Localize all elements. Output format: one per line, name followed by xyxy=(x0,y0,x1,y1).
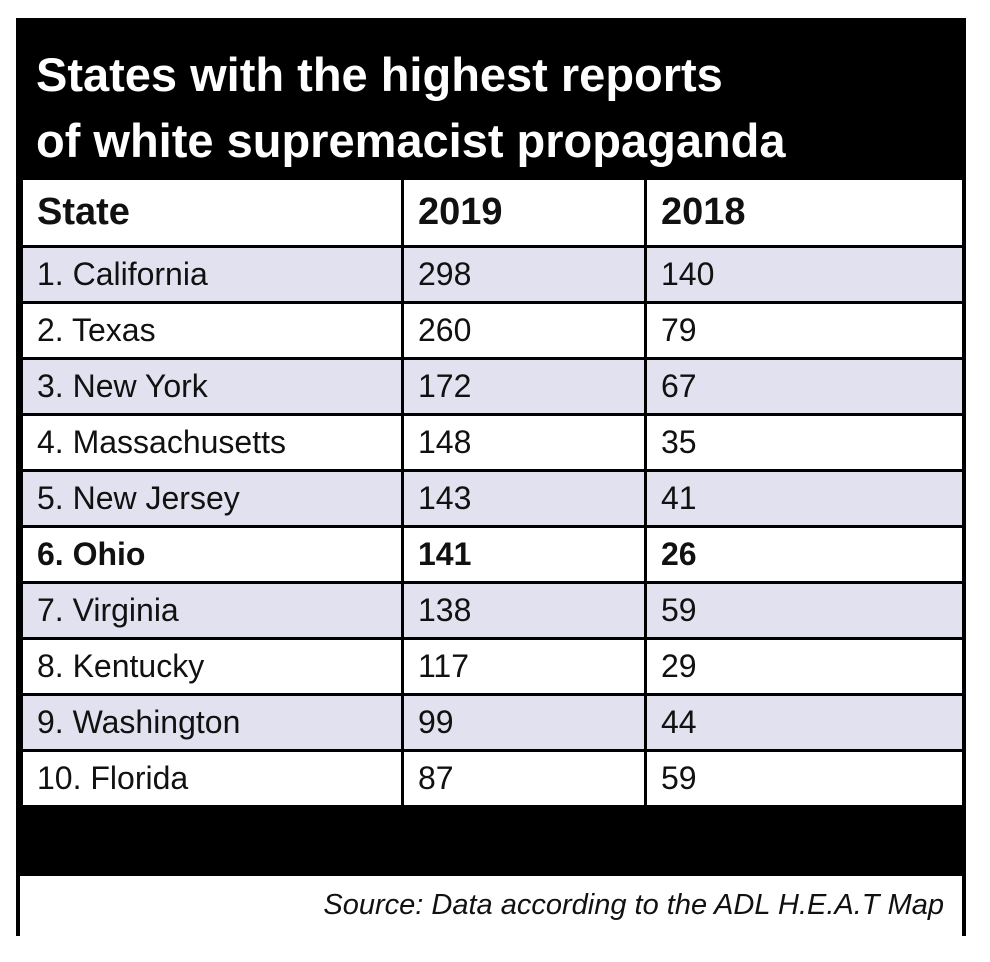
cell-2018: 35 xyxy=(644,413,965,472)
cell-state: 7. Virginia xyxy=(20,581,404,640)
table-row: 10. Florida 87 59 xyxy=(20,749,965,808)
cell-2018: 79 xyxy=(644,301,965,360)
cell-2018: 67 xyxy=(644,357,965,416)
cell-2018: 140 xyxy=(644,245,965,304)
table-row: 4. Massachusetts 148 35 xyxy=(20,413,965,472)
cell-2019: 148 xyxy=(401,413,647,472)
cell-2019: 172 xyxy=(401,357,647,416)
cell-2018: 41 xyxy=(644,469,965,528)
cell-state: 8. Kentucky xyxy=(20,637,404,696)
chart-title: States with the highest reports of white… xyxy=(20,22,962,177)
cell-2018: 29 xyxy=(644,637,965,696)
column-header-state: State xyxy=(20,177,404,248)
cell-2019: 298 xyxy=(401,245,647,304)
table-row: 5. New Jersey 143 41 xyxy=(20,469,965,528)
table-frame: States with the highest reports of white… xyxy=(16,18,966,936)
cell-state: 2. Texas xyxy=(20,301,404,360)
cell-2018: 26 xyxy=(644,525,965,584)
cell-state: 5. New Jersey xyxy=(20,469,404,528)
title-line-1: States with the highest reports xyxy=(36,48,723,101)
cell-2019: 143 xyxy=(401,469,647,528)
cell-2019: 87 xyxy=(401,749,647,808)
cell-2018: 44 xyxy=(644,693,965,752)
cell-2019: 117 xyxy=(401,637,647,696)
header-row: State 2019 2018 xyxy=(20,177,965,248)
cell-2019: 141 xyxy=(401,525,647,584)
cell-state: 1. California xyxy=(20,245,404,304)
cell-2019: 99 xyxy=(401,693,647,752)
column-header-2019: 2019 xyxy=(401,177,647,248)
table-row: 3. New York 172 67 xyxy=(20,357,965,416)
cell-state: 6. Ohio xyxy=(20,525,404,584)
column-header-2018: 2018 xyxy=(644,177,965,248)
table-row: 6. Ohio 141 26 xyxy=(20,525,965,584)
table-row: 2. Texas 260 79 xyxy=(20,301,965,360)
cell-state: 4. Massachusetts xyxy=(20,413,404,472)
table-body: 1. California 298 140 2. Texas 260 79 3. New Y… xyxy=(20,245,965,808)
cell-2018: 59 xyxy=(644,581,965,640)
cell-state: 9. Washington xyxy=(20,693,404,752)
title-line-2: of white supremacist propaganda xyxy=(36,114,786,167)
table-row: 1. California 298 140 xyxy=(20,245,965,304)
cell-2019: 138 xyxy=(401,581,647,640)
cell-state: 3. New York xyxy=(20,357,404,416)
cell-2019: 260 xyxy=(401,301,647,360)
table-row: 9. Washington 99 44 xyxy=(20,693,965,752)
data-table: State 2019 2018 1. California 298 140 2. Te… xyxy=(20,177,965,808)
cell-2018: 59 xyxy=(644,749,965,808)
cell-state: 10. Florida xyxy=(20,749,404,808)
table-row: 7. Virginia 138 59 xyxy=(20,581,965,640)
table-row: 8. Kentucky 117 29 xyxy=(20,637,965,696)
source-note: Source: Data according to the ADL H.E.A.… xyxy=(20,873,962,936)
